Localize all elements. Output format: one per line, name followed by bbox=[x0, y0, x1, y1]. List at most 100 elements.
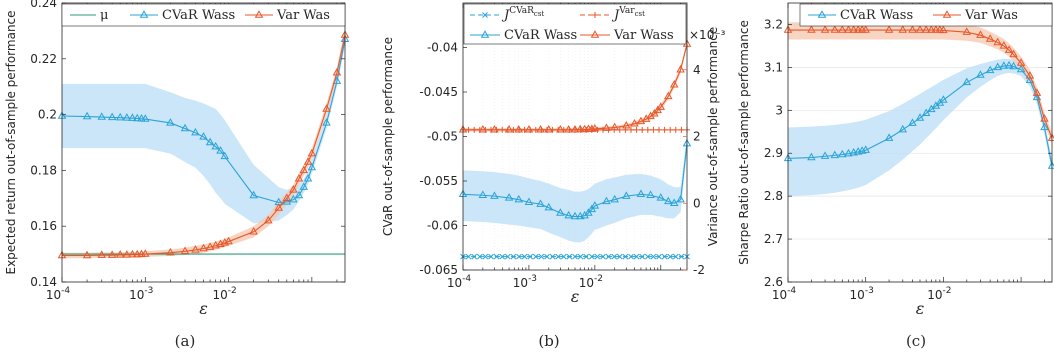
x-tick-label: 10-2 bbox=[212, 286, 236, 302]
x-tick-label: 10-3 bbox=[513, 274, 537, 290]
y-tick-label: -0.065 bbox=[419, 263, 458, 277]
y-tick-label: 0.24 bbox=[30, 0, 57, 10]
legend-marker bbox=[592, 12, 598, 18]
data-point bbox=[962, 77, 972, 86]
panel-caption: (b) bbox=[538, 332, 559, 350]
data-point bbox=[584, 208, 593, 216]
data-point bbox=[861, 25, 870, 33]
data-point bbox=[560, 253, 567, 260]
data-point bbox=[205, 137, 215, 146]
data-point bbox=[191, 127, 200, 136]
data-point bbox=[628, 253, 634, 260]
y2-tick-label: 2 bbox=[693, 130, 701, 144]
data-point bbox=[1004, 45, 1014, 53]
data-point bbox=[132, 249, 142, 258]
data-point bbox=[141, 249, 150, 257]
data-point bbox=[524, 197, 534, 206]
panel-caption: (c) bbox=[906, 332, 926, 350]
data-point bbox=[915, 25, 925, 33]
legend-box bbox=[463, 3, 687, 45]
data-point bbox=[199, 243, 208, 252]
data-point bbox=[861, 145, 870, 153]
data-point bbox=[605, 253, 612, 260]
panel-caption: (a) bbox=[175, 332, 196, 350]
data-point bbox=[636, 189, 646, 198]
data-point bbox=[282, 193, 292, 201]
data-point bbox=[570, 211, 580, 220]
data-point bbox=[521, 253, 528, 260]
data-point bbox=[844, 25, 853, 33]
chart-panel-b: 10-4 10-3 10-2-0.065-0.06-0.055-0.05-0.045… bbox=[381, 2, 726, 350]
data-point bbox=[504, 125, 514, 133]
data-point bbox=[1009, 61, 1018, 70]
y-axis-label: Expected return out-of-sample performanc… bbox=[4, 10, 18, 274]
data-point bbox=[993, 62, 1002, 71]
data-point bbox=[676, 64, 685, 73]
data-point bbox=[610, 194, 619, 203]
data-point bbox=[1032, 92, 1042, 101]
data-point bbox=[488, 253, 494, 260]
x-tick-mantissa: 10 bbox=[513, 276, 528, 290]
data-point bbox=[564, 125, 573, 133]
legend-label: JVarcst bbox=[611, 6, 645, 23]
y-tick-label: -0.055 bbox=[419, 174, 458, 188]
y2-exponent: ×10⁻³ bbox=[689, 28, 726, 42]
data-point bbox=[838, 25, 847, 33]
data-point bbox=[482, 253, 489, 260]
data-point bbox=[274, 203, 283, 211]
x-tick-exponent: -2 bbox=[943, 286, 952, 296]
y-tick-label: 3.2 bbox=[764, 17, 783, 31]
data-point bbox=[1004, 60, 1014, 69]
data-point bbox=[220, 151, 230, 160]
data-point bbox=[465, 253, 472, 260]
x-tick-exponent: -4 bbox=[462, 274, 471, 284]
data-point bbox=[570, 125, 580, 133]
data-point bbox=[504, 253, 511, 260]
y-tick-label: 2.8 bbox=[764, 189, 783, 203]
data-point bbox=[664, 196, 673, 205]
legend-sub: cst bbox=[534, 10, 545, 18]
data-point bbox=[97, 112, 106, 120]
y-tick-label: 3.1 bbox=[764, 60, 783, 74]
data-point bbox=[656, 193, 666, 201]
x-axis-label: ε bbox=[571, 287, 580, 306]
y-tick-label: -0.04 bbox=[427, 41, 458, 55]
data-point bbox=[249, 226, 258, 235]
legend-sup: CVaR bbox=[509, 6, 534, 16]
data-point bbox=[838, 149, 847, 158]
y-tick-label: -0.06 bbox=[427, 219, 458, 233]
data-point bbox=[616, 253, 623, 260]
data-point bbox=[303, 157, 313, 165]
data-point bbox=[669, 79, 679, 88]
data-point bbox=[628, 126, 634, 133]
data-point bbox=[107, 250, 117, 258]
legend-marker bbox=[590, 30, 600, 38]
data-point bbox=[1016, 64, 1026, 73]
data-point bbox=[264, 215, 273, 224]
data-point bbox=[590, 124, 600, 132]
series-var bbox=[458, 39, 692, 133]
data-point bbox=[332, 67, 342, 76]
data-point bbox=[514, 194, 523, 203]
x-tick-label: 10-4 bbox=[447, 274, 472, 290]
data-point bbox=[1032, 88, 1042, 96]
data-point bbox=[667, 253, 674, 260]
data-point bbox=[1040, 114, 1049, 122]
legend-j: J bbox=[501, 8, 510, 23]
data-point bbox=[544, 202, 554, 211]
legend-j: J bbox=[611, 8, 620, 23]
data-point bbox=[211, 240, 220, 249]
data-point bbox=[516, 253, 522, 260]
y-tick-label: 3 bbox=[775, 103, 783, 117]
legend: CVaR Wass Var Was bbox=[799, 3, 1053, 27]
series-var bbox=[57, 30, 350, 259]
data-point bbox=[1016, 58, 1026, 66]
confidence-band-var bbox=[788, 22, 1052, 144]
data-point bbox=[939, 25, 948, 34]
y-tick-label: 0.14 bbox=[30, 275, 57, 289]
data-point bbox=[299, 165, 309, 174]
data-point bbox=[611, 253, 618, 260]
data-point bbox=[224, 236, 233, 245]
data-point bbox=[128, 113, 137, 121]
